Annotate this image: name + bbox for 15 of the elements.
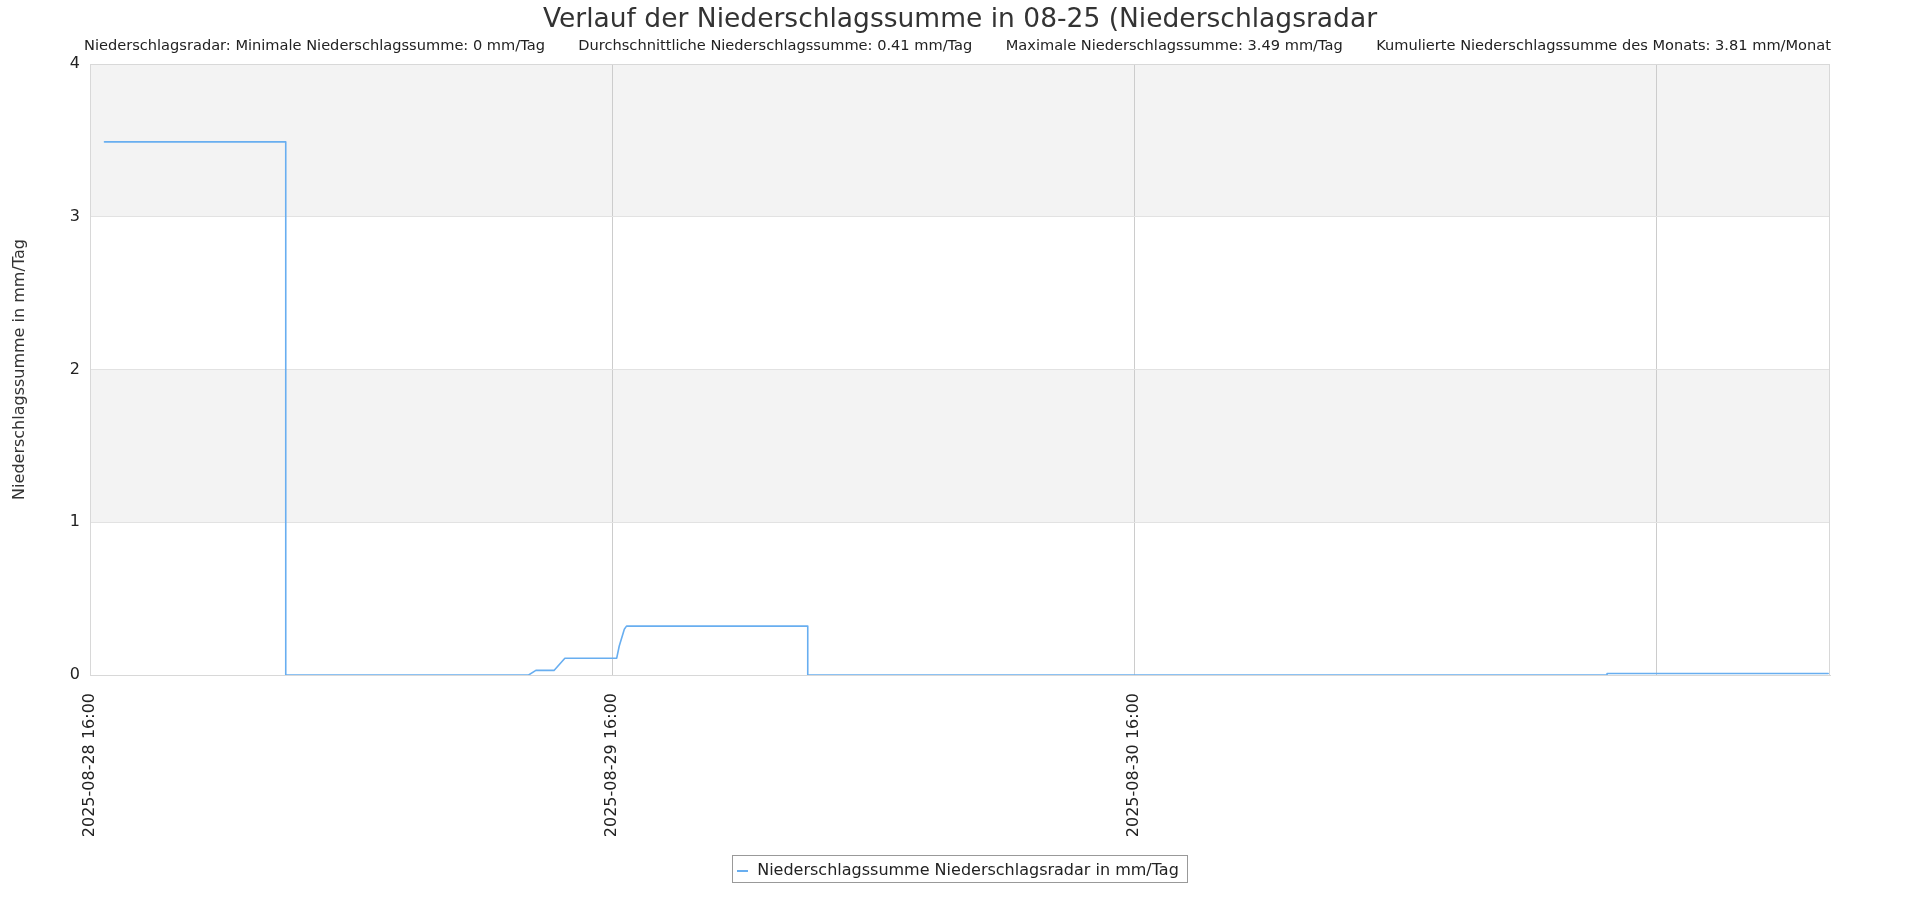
y-tick-label: 1 xyxy=(69,511,80,531)
x-tick-label: 2025-08-29 16:00 xyxy=(601,693,621,838)
y-tick-label: 3 xyxy=(69,205,80,225)
text: Niederschlagsradar: Minimale Niederschlagssumme: 0 mm/Tag xyxy=(84,36,545,53)
text: Kumulierte Niederschlagssumme des Monats: 3.81 mm/Monat xyxy=(1376,36,1831,53)
y-tick-label: 0 xyxy=(69,664,80,684)
text: Durchschnittliche Niederschlagssumme: 0.41 mm/Tag xyxy=(578,36,973,53)
x-tick-label: 2025-08-28 16:00 xyxy=(79,693,99,838)
y-tick-label: 2 xyxy=(69,358,80,378)
text: Maximale Niederschlagssumme: 3.49 mm/Tag xyxy=(1005,36,1343,53)
chart-title: Verlauf der Niederschlagssumme in 08-25 (Niederschlagsradar xyxy=(541,2,1379,33)
y-axis-title: Niederschlagssumme in mm/Tag xyxy=(8,239,28,500)
x-tick-label: 2025-08-30 16:00 xyxy=(1123,693,1143,838)
y-tick-label: 4 xyxy=(69,53,80,73)
legend-label: Niederschlagssumme Niederschlagsradar in mm/Tag xyxy=(757,859,1179,879)
